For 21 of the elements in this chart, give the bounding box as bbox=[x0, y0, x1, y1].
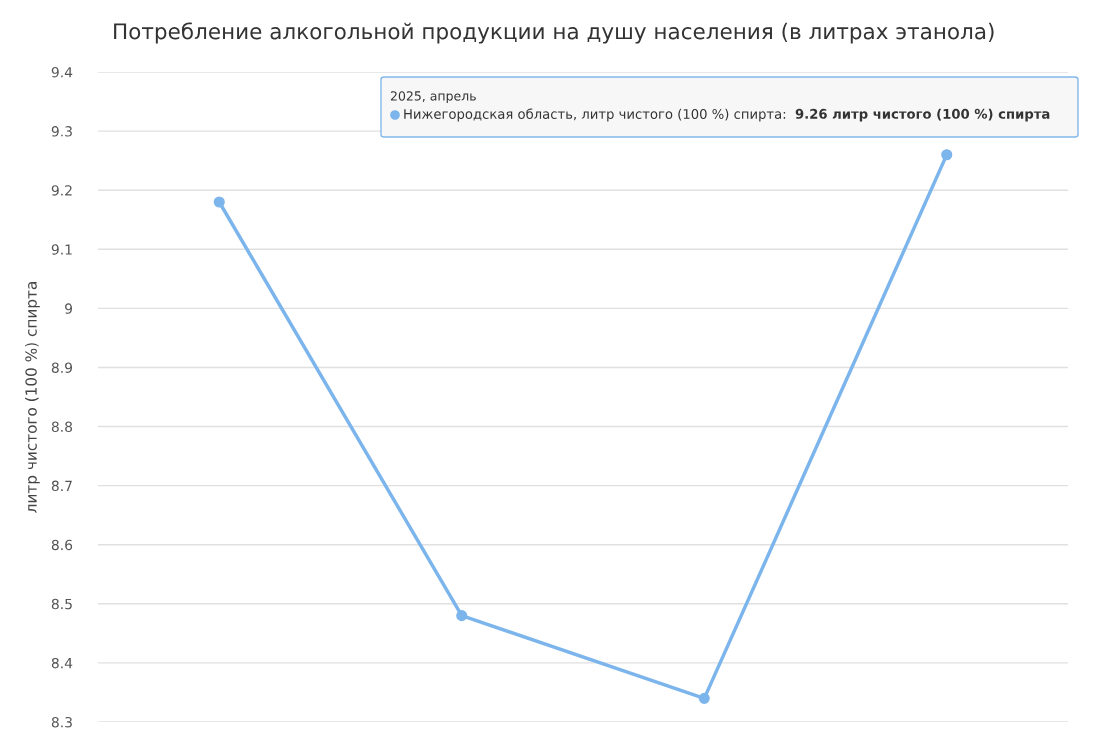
y-tick-label: 9.3 bbox=[51, 126, 72, 137]
legend-label: Нижегородская область, литр чистого (100 %) спирта: bbox=[404, 108, 786, 122]
y-tick-label: 9 bbox=[65, 303, 73, 314]
y-tick-label: 8.9 bbox=[51, 362, 73, 373]
annotation: 9.26 литр чистого (100 %) спирта bbox=[795, 108, 1050, 122]
point bbox=[941, 149, 953, 161]
y-tick-label: 8.3 bbox=[51, 716, 72, 728]
point bbox=[213, 196, 225, 208]
chart-title: Потребление алкогольной продукции на душу населения (в литрах этанола) bbox=[114, 22, 994, 44]
y-tick-label: 9.2 bbox=[51, 185, 72, 196]
point bbox=[698, 692, 710, 704]
y-tick-label: 8.8 bbox=[51, 421, 73, 433]
annotation: 2025, апрель bbox=[390, 91, 476, 104]
point bbox=[456, 610, 468, 622]
y-tick-label: 8.5 bbox=[51, 598, 72, 610]
y-tick-label: 8.6 bbox=[51, 539, 73, 551]
y-axis-title: литр чистого (100 %) спирта bbox=[25, 282, 40, 513]
y-tick-label: 9.4 bbox=[51, 66, 73, 78]
y-tick-label: 8.4 bbox=[51, 657, 73, 669]
y-tick-label: 8.7 bbox=[51, 480, 72, 492]
y-tick-label: 9.1 bbox=[51, 244, 72, 255]
